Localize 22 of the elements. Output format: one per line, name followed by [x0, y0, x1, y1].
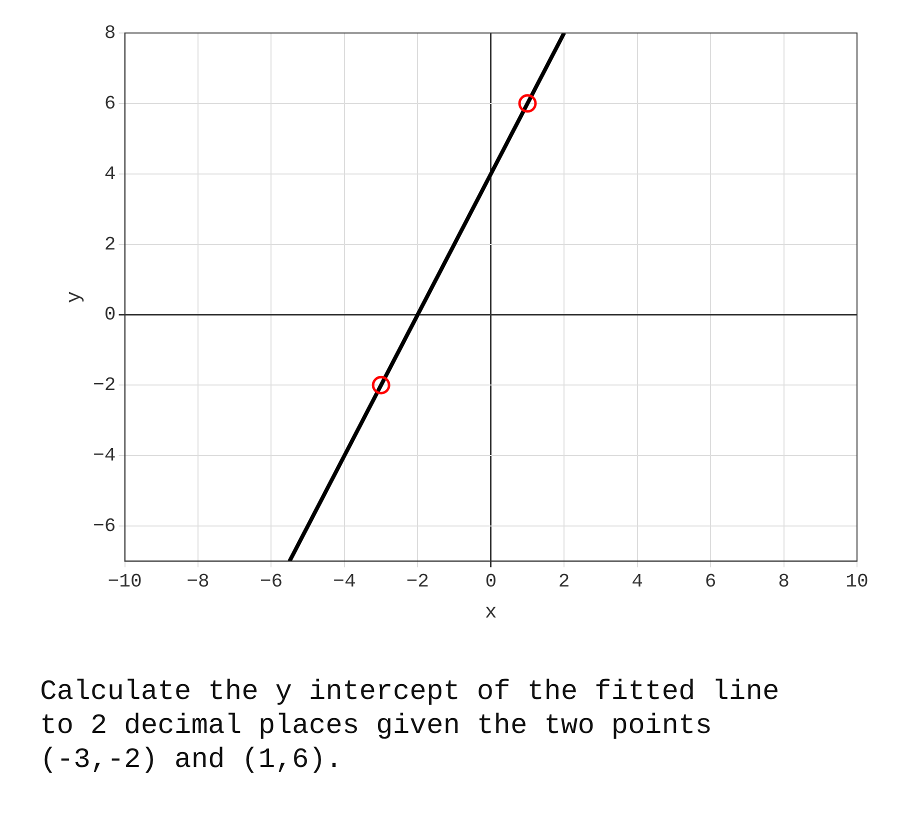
- y-tick-label: −4: [92, 444, 116, 467]
- y-tick-label: 6: [104, 92, 116, 114]
- y-tick-label: 4: [104, 162, 116, 185]
- text: Calculate the y intercept of the fitted line to 2 decimal places given the two points (-3,-2) and (1,6).: [40, 676, 780, 778]
- x-tick-label: 10: [846, 570, 868, 593]
- y-tick-label: −6: [92, 515, 116, 538]
- x-tick-label: 2: [558, 570, 570, 593]
- x-tick-label: 4: [632, 570, 644, 593]
- y-tick-label: 2: [104, 233, 116, 256]
- x-tick-label: 0: [485, 570, 497, 593]
- x-tick-label: −2: [406, 570, 430, 593]
- x-tick-label: 8: [778, 570, 790, 593]
- y-axis-title: y: [63, 291, 86, 304]
- y-tick-label: 0: [104, 304, 116, 326]
- x-axis-title: x: [484, 601, 497, 624]
- x-tick-label: −8: [186, 570, 210, 593]
- y-tick-label: −2: [92, 374, 116, 396]
- x-tick-label: 6: [704, 570, 716, 593]
- x-tick-label: −4: [333, 570, 356, 593]
- x-tick-label: −6: [260, 570, 283, 593]
- x-tick-label: −10: [108, 570, 142, 593]
- y-tick-label: 8: [104, 22, 116, 44]
